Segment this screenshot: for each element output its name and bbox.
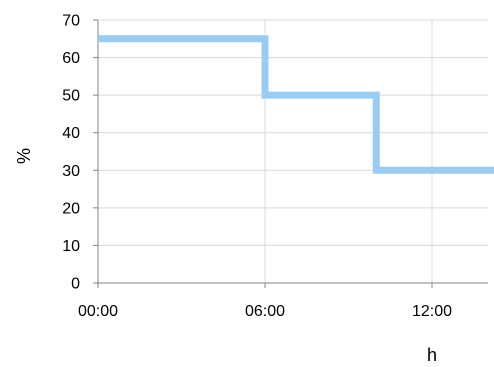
x-tick-label: 06:00	[245, 303, 285, 320]
y-tick-label: 0	[71, 276, 80, 293]
x-tick-label: 00:00	[78, 303, 118, 320]
x-axis-title: h	[427, 345, 437, 365]
gridlines	[98, 19, 488, 283]
y-tick-label: 20	[62, 200, 80, 217]
y-tick-label: 10	[62, 238, 80, 255]
series-line-0	[98, 35, 494, 174]
y-tick-labels: 0 10 20 30 40 50 60 70	[62, 13, 80, 293]
y-tick-label: 60	[62, 50, 80, 67]
y-axis-title: %	[14, 148, 34, 164]
y-tick-label: 70	[62, 13, 80, 30]
y-tick-label: 50	[62, 88, 80, 105]
x-tick-label: 12:00	[412, 303, 452, 320]
axes	[93, 19, 488, 288]
x-tick-labels: 00:00 06:00 12:00	[78, 303, 452, 320]
y-tick-label: 30	[62, 163, 80, 180]
series-group	[98, 35, 494, 174]
y-tick-label: 40	[62, 125, 80, 142]
